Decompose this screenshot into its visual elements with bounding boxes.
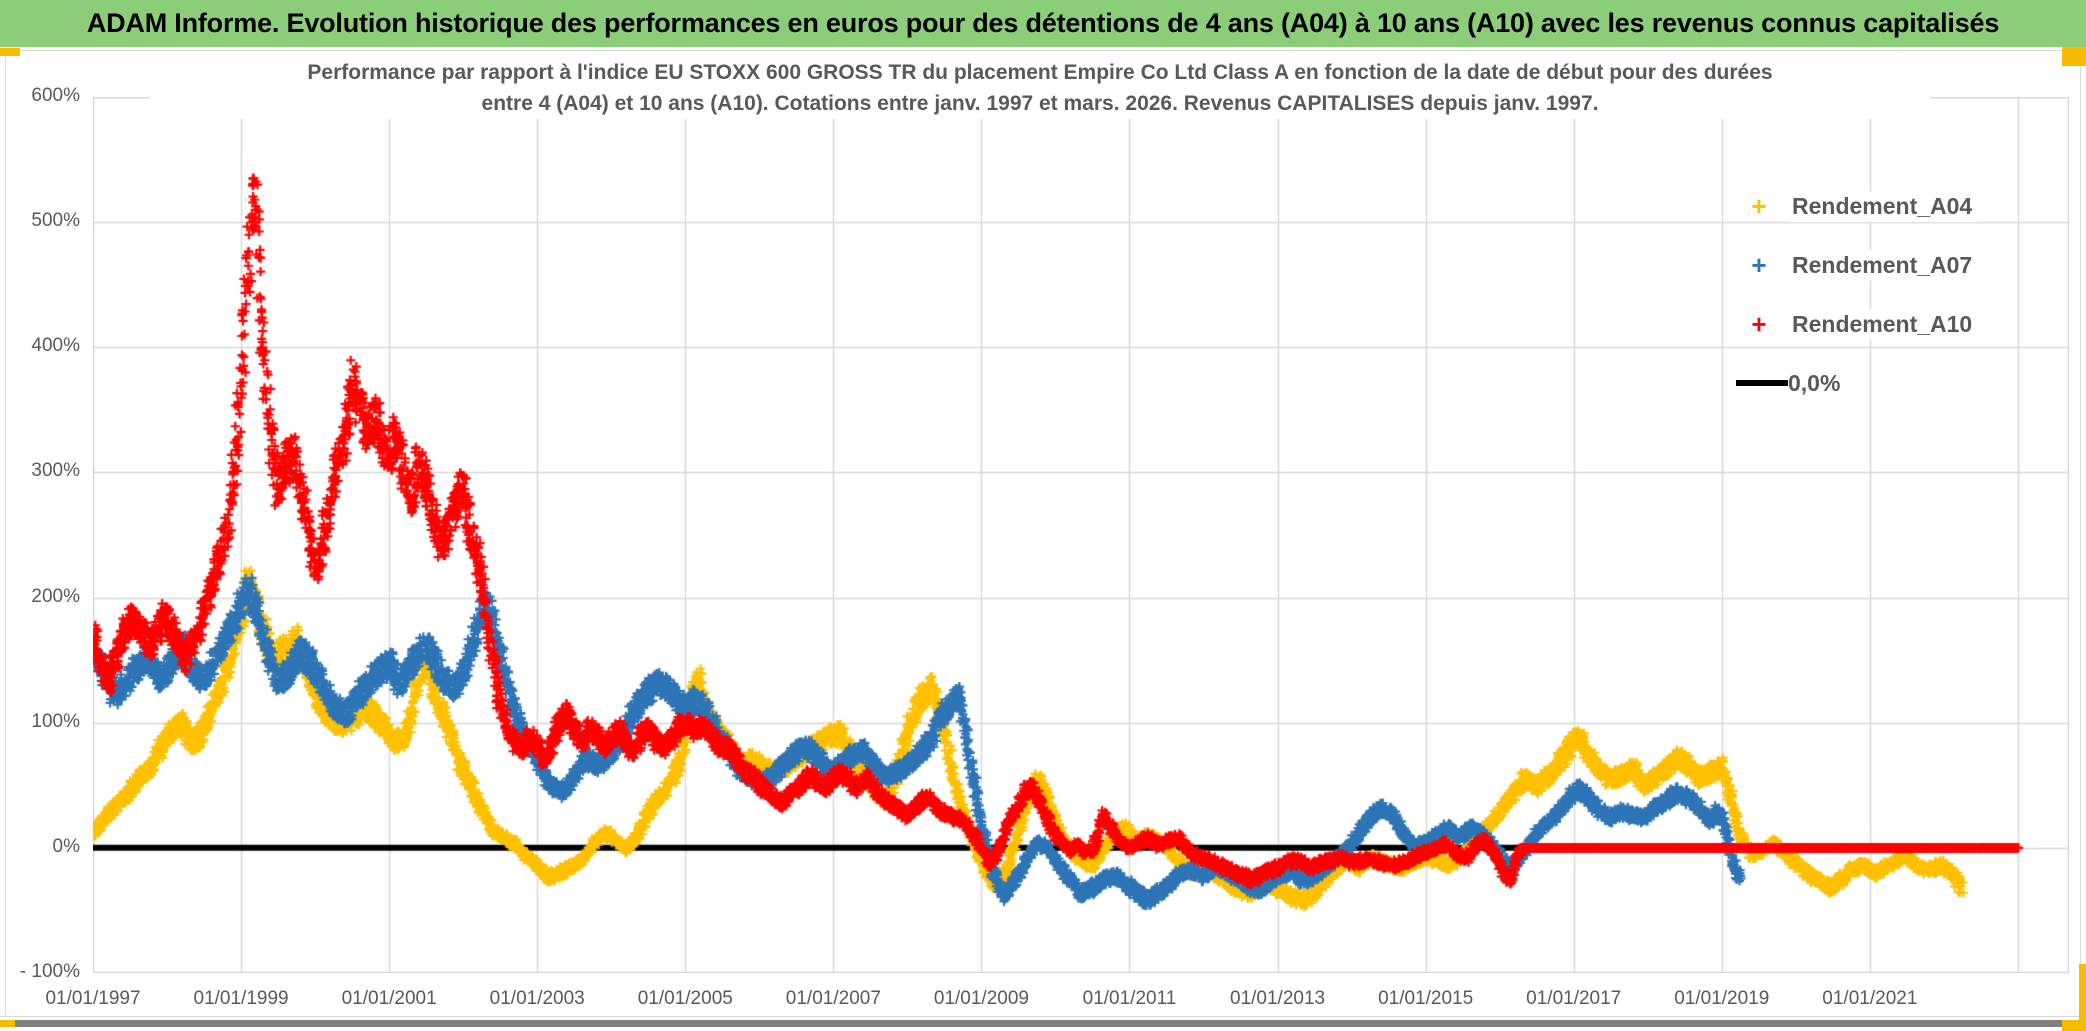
bottom-border-bar <box>15 1020 2063 1027</box>
y-axis-label: 200% <box>31 585 80 607</box>
chart-title: Performance par rapport à l'indice EU ST… <box>150 57 1930 119</box>
chart-title-line1: Performance par rapport à l'indice EU ST… <box>307 61 1773 84</box>
sheet-accent-right-edge <box>2079 964 2086 1024</box>
sheet-accent-top-right <box>2062 47 2086 66</box>
legend-item-rendement-a04[interactable]: + Rendement_A04 <box>1730 186 1979 226</box>
sheet-accent-bottom-right <box>2062 1020 2086 1031</box>
legend-line-swatch <box>1736 380 1788 386</box>
legend-label: Rendement_A10 <box>1788 308 1979 340</box>
y-axis-label: 100% <box>31 710 80 732</box>
legend-plus-marker-icon: + <box>1751 309 1767 339</box>
legend-label: Rendement_A07 <box>1788 249 1979 281</box>
legend-item-rendement-a10[interactable]: + Rendement_A10 <box>1730 304 1979 344</box>
y-axis-label: 300% <box>31 460 80 482</box>
sheet-title-bar: ADAM Informe. Evolution historique des p… <box>0 0 2086 47</box>
sheet-title: ADAM Informe. Evolution historique des p… <box>86 8 2000 38</box>
bottom-cell-gridline <box>0 1016 2086 1017</box>
legend-label: 0,0% <box>1788 367 1847 399</box>
x-axis-label: 01/01/1997 <box>45 988 141 1009</box>
x-axis-label: 01/01/2017 <box>1526 988 1622 1009</box>
legend-item-rendement-a07[interactable]: + Rendement_A07 <box>1730 245 1979 285</box>
sheet-accent-top-left <box>0 48 20 56</box>
x-axis-label: 01/01/2015 <box>1378 988 1474 1009</box>
y-axis-label: 0% <box>52 835 80 857</box>
x-axis-label: 01/01/2019 <box>1674 988 1770 1009</box>
legend-item-0-0-[interactable]: 0,0% <box>1730 363 1847 403</box>
y-axis-label: 400% <box>31 335 80 357</box>
x-axis-label: 01/01/2001 <box>341 988 437 1009</box>
y-axis-label: 600% <box>31 85 80 106</box>
chart-title-line2: entre 4 (A04) et 10 ans (A10). Cotations… <box>481 92 1599 115</box>
y-axis-label: - 100% <box>19 961 80 982</box>
legend-plus-marker-icon: + <box>1751 191 1767 221</box>
y-axis-label: 500% <box>31 210 80 232</box>
x-axis-label: 01/01/2007 <box>785 988 881 1009</box>
x-axis-label: 01/01/2003 <box>489 988 585 1009</box>
x-axis-label: 01/01/2021 <box>1822 988 1918 1009</box>
x-axis-label: 01/01/2011 <box>1082 988 1177 1009</box>
legend-plus-marker-icon: + <box>1751 250 1767 280</box>
x-axis-label: 01/01/2013 <box>1230 988 1326 1009</box>
legend-label: Rendement_A04 <box>1788 190 1979 222</box>
plot-canvas <box>93 97 2069 973</box>
x-axis-label: 01/01/1999 <box>193 988 289 1009</box>
x-axis-label: 01/01/2005 <box>637 988 733 1009</box>
sheet-accent-bottom-left <box>0 1020 15 1027</box>
x-axis-label: 01/01/2009 <box>933 988 1029 1009</box>
